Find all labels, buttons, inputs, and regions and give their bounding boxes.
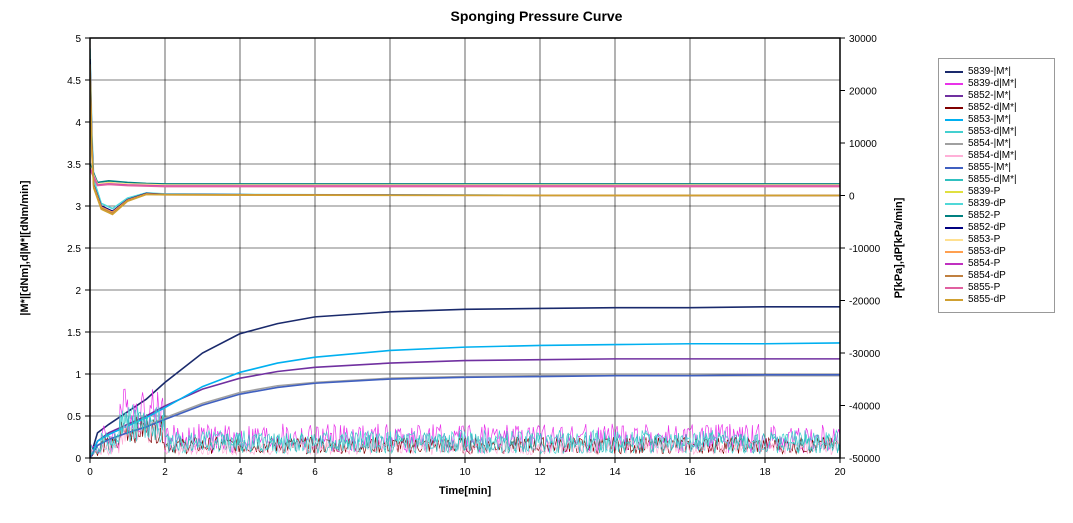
svg-text:4: 4 [237, 467, 243, 478]
svg-text:1.5: 1.5 [67, 328, 81, 339]
legend-label: 5852-|M*| [968, 90, 1011, 101]
svg-text:2.5: 2.5 [67, 244, 81, 255]
svg-text:4.5: 4.5 [67, 76, 81, 87]
svg-text:1: 1 [75, 370, 81, 381]
svg-text:3: 3 [75, 202, 81, 213]
chart-row: 0 2 4 6 8 10 12 14 16 18 20 Time[min] 0 0.5 1 1.5 2 2.5 3 3… [0, 28, 1073, 523]
legend-swatch [945, 263, 963, 265]
svg-text:30000: 30000 [849, 34, 877, 45]
legend-swatch [945, 71, 963, 73]
svg-text:8: 8 [387, 467, 393, 478]
legend-label: 5855-|M*| [968, 162, 1011, 173]
svg-text:-40000: -40000 [849, 402, 881, 413]
legend-label: 5853-P [968, 234, 1000, 245]
legend-label: 5839-dP [968, 198, 1006, 209]
svg-text:18: 18 [759, 467, 771, 478]
legend-item: 5852-|M*| [945, 90, 1048, 101]
chart-svg: 0 2 4 6 8 10 12 14 16 18 20 Time[min] 0 0.5 1 1.5 2 2.5 3 3… [0, 28, 920, 508]
svg-text:0.5: 0.5 [67, 412, 81, 423]
legend-item: 5839-P [945, 186, 1048, 197]
svg-text:14: 14 [609, 467, 621, 478]
legend-label: 5853-d|M*| [968, 126, 1017, 137]
legend-swatch [945, 167, 963, 169]
legend-swatch [945, 215, 963, 217]
svg-text:P[kPa],dP[kPa/min]: P[kPa],dP[kPa/min] [893, 197, 905, 298]
legend-label: 5852-P [968, 210, 1000, 221]
svg-text:0: 0 [75, 454, 81, 465]
legend: 5839-|M*|5839-d|M*|5852-|M*|5852-d|M*|58… [938, 58, 1055, 313]
svg-text:2: 2 [162, 467, 168, 478]
svg-text:6: 6 [312, 467, 318, 478]
legend-swatch [945, 299, 963, 301]
legend-label: 5854-d|M*| [968, 150, 1017, 161]
legend-swatch [945, 95, 963, 97]
legend-swatch [945, 191, 963, 193]
legend-item: 5853-|M*| [945, 114, 1048, 125]
legend-swatch [945, 107, 963, 109]
legend-label: 5853-|M*| [968, 114, 1011, 125]
legend-item: 5839-dP [945, 198, 1048, 209]
legend-item: 5839-|M*| [945, 66, 1048, 77]
svg-text:16: 16 [684, 467, 696, 478]
legend-label: 5854-P [968, 258, 1000, 269]
legend-item: 5852-P [945, 210, 1048, 221]
legend-item: 5854-P [945, 258, 1048, 269]
legend-label: 5839-P [968, 186, 1000, 197]
legend-item: 5854-dP [945, 270, 1048, 281]
svg-text:-50000: -50000 [849, 454, 881, 465]
legend-label: 5855-d|M*| [968, 174, 1017, 185]
svg-text:|M*|[dNm],d|M*|[dNm/min]: |M*|[dNm],d|M*|[dNm/min] [19, 180, 31, 315]
svg-text:Time[min]: Time[min] [439, 485, 492, 497]
svg-text:10000: 10000 [849, 139, 877, 150]
svg-text:-10000: -10000 [849, 244, 881, 255]
legend-item: 5855-dP [945, 294, 1048, 305]
legend-label: 5854-|M*| [968, 138, 1011, 149]
legend-label: 5853-dP [968, 246, 1006, 257]
legend-item: 5853-P [945, 234, 1048, 245]
legend-item: 5855-P [945, 282, 1048, 293]
legend-item: 5854-|M*| [945, 138, 1048, 149]
svg-text:20: 20 [834, 467, 846, 478]
svg-text:5: 5 [75, 34, 81, 45]
legend-label: 5852-dP [968, 222, 1006, 233]
legend-swatch [945, 83, 963, 85]
chart-container: 0 2 4 6 8 10 12 14 16 18 20 Time[min] 0 0.5 1 1.5 2 2.5 3 3… [0, 28, 920, 523]
svg-text:10: 10 [459, 467, 471, 478]
legend-label: 5852-d|M*| [968, 102, 1017, 113]
legend-item: 5839-d|M*| [945, 78, 1048, 89]
svg-text:12: 12 [534, 467, 546, 478]
legend-item: 5855-|M*| [945, 162, 1048, 173]
svg-text:2: 2 [75, 286, 81, 297]
svg-text:0: 0 [849, 192, 855, 203]
legend-swatch [945, 287, 963, 289]
legend-item: 5855-d|M*| [945, 174, 1048, 185]
legend-swatch [945, 143, 963, 145]
legend-swatch [945, 131, 963, 133]
svg-text:-30000: -30000 [849, 349, 881, 360]
svg-text:20000: 20000 [849, 87, 877, 98]
legend-item: 5852-d|M*| [945, 102, 1048, 113]
legend-item: 5854-d|M*| [945, 150, 1048, 161]
legend-label: 5839-|M*| [968, 66, 1011, 77]
legend-item: 5853-d|M*| [945, 126, 1048, 137]
chart-title: Sponging Pressure Curve [0, 0, 1073, 28]
legend-swatch [945, 227, 963, 229]
legend-swatch [945, 251, 963, 253]
legend-label: 5855-P [968, 282, 1000, 293]
svg-text:3.5: 3.5 [67, 160, 81, 171]
legend-swatch [945, 239, 963, 241]
legend-swatch [945, 203, 963, 205]
legend-swatch [945, 179, 963, 181]
legend-item: 5853-dP [945, 246, 1048, 257]
legend-label: 5854-dP [968, 270, 1006, 281]
svg-text:0: 0 [87, 467, 93, 478]
legend-label: 5839-d|M*| [968, 78, 1017, 89]
legend-item: 5852-dP [945, 222, 1048, 233]
legend-swatch [945, 119, 963, 121]
legend-swatch [945, 155, 963, 157]
legend-label: 5855-dP [968, 294, 1006, 305]
legend-swatch [945, 275, 963, 277]
svg-text:4: 4 [75, 118, 81, 129]
svg-text:-20000: -20000 [849, 297, 881, 308]
